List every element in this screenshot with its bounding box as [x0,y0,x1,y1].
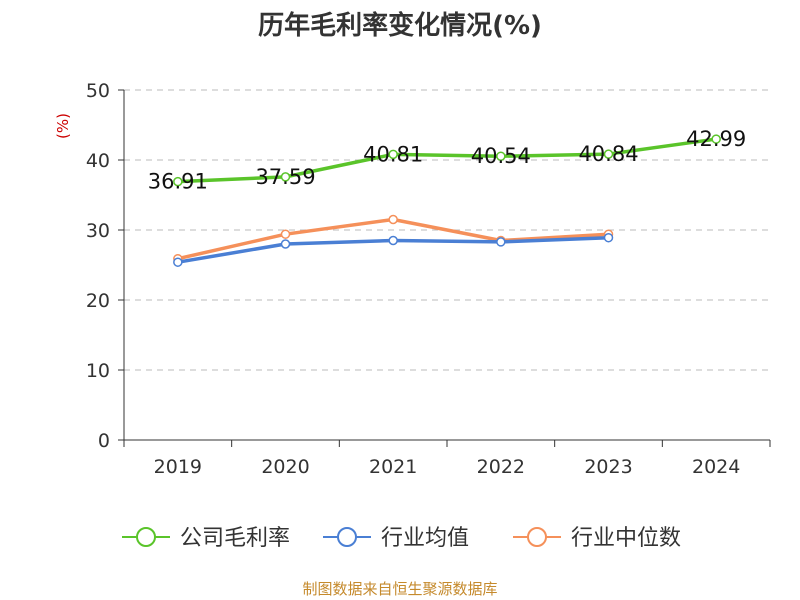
source-footer: 制图数据来自恒生聚源数据库 [302,580,498,598]
data-label: 40.81 [363,142,423,166]
data-point [388,149,398,160]
y-tick-label: 40 [86,150,110,172]
data-point [496,151,506,161]
legend-label: 行业均值 [381,526,469,551]
data-label: 36.91 [148,170,208,194]
data-point [173,257,183,267]
y-tick-label: 0 [98,430,110,452]
data-point [603,232,614,243]
data-point [280,239,291,249]
data-point [711,134,721,144]
y-axis-label: (%) [54,113,72,139]
data-label: 37.59 [255,165,315,189]
data-point [280,229,291,239]
chart-title: 历年毛利率变化情况(%) [258,11,542,41]
legend-item-0: 公司毛利率 [122,526,290,551]
data-label: 40.84 [578,142,638,166]
axes: 0 10 20 30 40 50 2019 2020 2021 2022 2023 2024 [86,80,771,478]
data-point [388,235,398,246]
data-point [496,237,506,247]
data-labels: 36.91 37.59 40.81 40.54 40.84 42.99 [148,127,746,194]
y-tick-label: 30 [86,220,110,242]
data-point [280,172,291,182]
legend-label: 公司毛利率 [180,526,290,551]
legend-item-2: 行业中位数 [513,526,681,551]
x-tick-label: 2020 [261,456,309,478]
series-line-0 [176,137,718,184]
legend-label: 行业中位数 [571,526,681,551]
legend: 公司毛利率 行业均值 行业中位数 [122,526,681,551]
data-point [173,176,183,187]
series-lines [173,134,721,267]
y-tick-label: 50 [86,80,110,102]
legend-item-1: 行业均值 [323,526,469,551]
y-tick-label: 20 [86,290,110,312]
legend-marker [337,527,357,547]
data-point [603,149,614,159]
x-tick-label: 2023 [584,456,632,478]
data-label: 42.99 [686,127,746,151]
x-tick-label: 2019 [154,456,202,478]
x-tick-label: 2022 [477,456,525,478]
x-tick-label: 2024 [692,456,740,478]
legend-marker [136,527,156,547]
x-tick-label: 2021 [369,456,417,478]
data-point [388,214,398,225]
y-tick-label: 10 [86,360,110,382]
legend-marker [527,527,547,547]
data-label: 40.54 [471,144,531,168]
